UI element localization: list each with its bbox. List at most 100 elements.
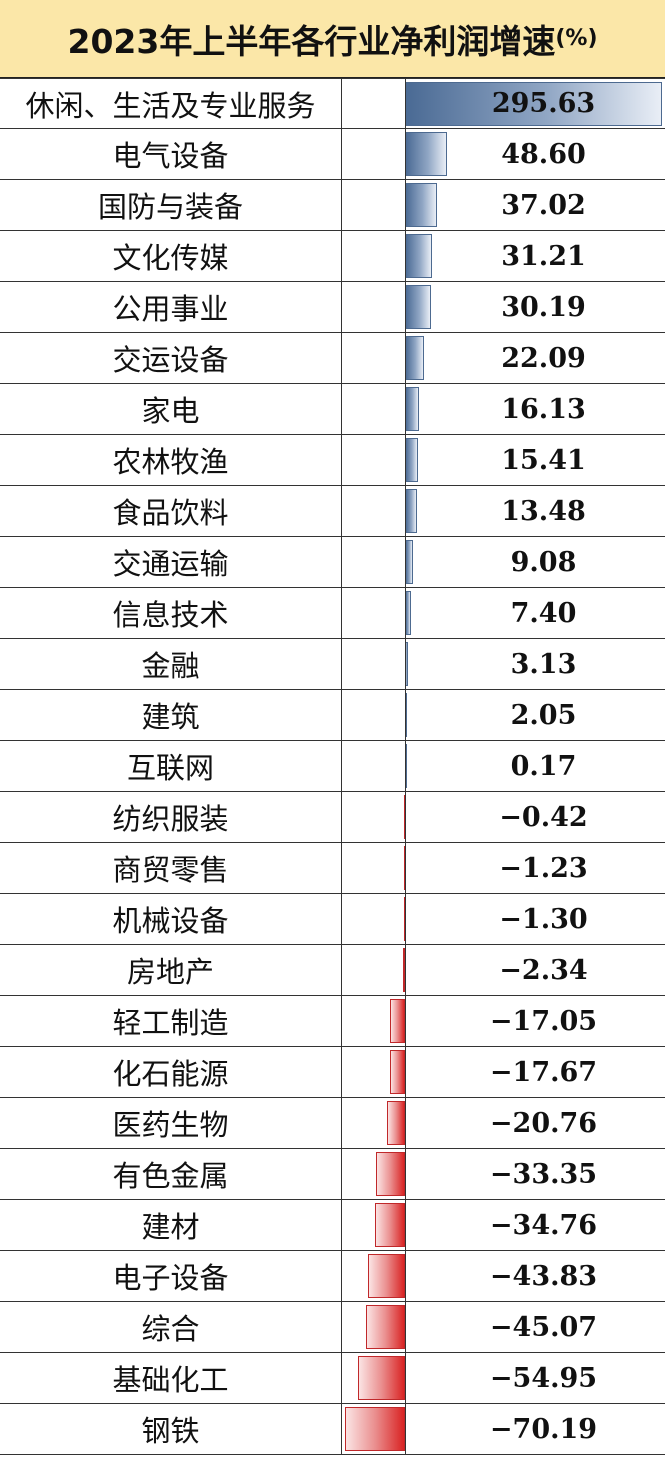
value-cell: 22.09	[342, 333, 665, 383]
data-label: 48.60	[501, 138, 586, 170]
data-label: 30.19	[501, 291, 586, 323]
table-row: 商贸零售 −1.23	[0, 843, 665, 894]
value-cell: −33.35	[342, 1149, 665, 1199]
value-cell: 7.40	[342, 588, 665, 638]
table-row: 有色金属 −33.35	[0, 1149, 665, 1200]
bar	[367, 1254, 405, 1298]
category-label: 基础化工	[0, 1353, 342, 1403]
value-cell: 13.48	[342, 486, 665, 536]
bar	[402, 948, 405, 992]
data-label: 22.09	[501, 342, 586, 374]
data-label: 9.08	[510, 546, 577, 578]
table-row: 食品饮料 13.48	[0, 486, 665, 537]
category-label: 电气设备	[0, 129, 342, 179]
table-row: 交通运输 9.08	[0, 537, 665, 588]
value-cell: −45.07	[342, 1302, 665, 1352]
category-label: 建筑	[0, 690, 342, 740]
table-row: 公用事业 30.19	[0, 282, 665, 333]
data-label: −1.23	[499, 852, 588, 884]
bar	[389, 1050, 405, 1094]
table-row: 家电 16.13	[0, 384, 665, 435]
value-cell: −2.34	[342, 945, 665, 995]
table-row: 电气设备 48.60	[0, 129, 665, 180]
category-label: 综合	[0, 1302, 342, 1352]
value-cell: −17.05	[342, 996, 665, 1046]
data-label: 31.21	[501, 240, 586, 272]
data-label: −33.35	[489, 1158, 598, 1190]
table-row: 纺织服装 −0.42	[0, 792, 665, 843]
value-cell: 37.02	[342, 180, 665, 230]
chart-title: 2023年上半年各行业净利润增速	[67, 21, 556, 61]
category-label: 纺织服装	[0, 792, 342, 842]
category-label: 机械设备	[0, 894, 342, 944]
table-row: 金融 3.13	[0, 639, 665, 690]
value-cell: −0.42	[342, 792, 665, 842]
data-label: 3.13	[510, 648, 577, 680]
category-label: 休闲、生活及专业服务	[0, 79, 342, 128]
table-row: 信息技术 7.40	[0, 588, 665, 639]
bar	[405, 82, 662, 126]
table-row: 建材 −34.76	[0, 1200, 665, 1251]
bar	[375, 1203, 405, 1247]
category-label: 信息技术	[0, 588, 342, 638]
data-label: −1.30	[499, 903, 588, 935]
data-label: 2.05	[510, 699, 577, 731]
category-label: 电子设备	[0, 1251, 342, 1301]
value-cell: −54.95	[342, 1353, 665, 1403]
value-cell: −34.76	[342, 1200, 665, 1250]
table-row: 农林牧渔 15.41	[0, 435, 665, 486]
table-row: 机械设备 −1.30	[0, 894, 665, 945]
table-row: 轻工制造 −17.05	[0, 996, 665, 1047]
value-cell: 295.63	[342, 79, 665, 128]
data-label: −17.67	[489, 1056, 598, 1088]
category-label: 文化传媒	[0, 231, 342, 281]
bar	[358, 1356, 405, 1400]
zero-axis-line	[405, 78, 406, 1455]
bar	[390, 999, 405, 1043]
table-row: 综合 −45.07	[0, 1302, 665, 1353]
data-label: −70.19	[489, 1413, 598, 1445]
table-row: 房地产 −2.34	[0, 945, 665, 996]
table-row: 医药生物 −20.76	[0, 1098, 665, 1149]
category-label: 食品饮料	[0, 486, 342, 536]
category-label: 互联网	[0, 741, 342, 791]
bar	[366, 1305, 405, 1349]
table-row: 互联网 0.17	[0, 741, 665, 792]
data-label: −43.83	[489, 1260, 598, 1292]
category-label: 国防与装备	[0, 180, 342, 230]
value-cell: 30.19	[342, 282, 665, 332]
value-cell: 48.60	[342, 129, 665, 179]
category-label: 化石能源	[0, 1047, 342, 1097]
value-cell: −17.67	[342, 1047, 665, 1097]
table-row: 化石能源 −17.67	[0, 1047, 665, 1098]
category-label: 钢铁	[0, 1404, 342, 1454]
bar	[387, 1101, 405, 1145]
data-label: −34.76	[489, 1209, 598, 1241]
data-label: 7.40	[510, 597, 577, 629]
table-row: 钢铁 −70.19	[0, 1404, 665, 1455]
category-label: 轻工制造	[0, 996, 342, 1046]
table-row: 文化传媒 31.21	[0, 231, 665, 282]
value-cell: −1.23	[342, 843, 665, 893]
category-label: 交通运输	[0, 537, 342, 587]
data-label: 16.13	[501, 393, 586, 425]
data-label: −20.76	[489, 1107, 598, 1139]
value-cell: −1.30	[342, 894, 665, 944]
value-cell: 0.17	[342, 741, 665, 791]
category-label: 医药生物	[0, 1098, 342, 1148]
data-label: −17.05	[489, 1005, 598, 1037]
category-label: 金融	[0, 639, 342, 689]
table-row: 休闲、生活及专业服务 295.63	[0, 78, 665, 129]
data-label: −0.42	[499, 801, 588, 833]
data-label: 295.63	[491, 88, 596, 119]
title-bar: 2023年上半年各行业净利润增速 (%)	[0, 0, 665, 78]
value-cell: 9.08	[342, 537, 665, 587]
chart-title-unit: (%)	[555, 26, 598, 51]
table-row: 基础化工 −54.95	[0, 1353, 665, 1404]
category-label: 房地产	[0, 945, 342, 995]
data-label: 13.48	[501, 495, 586, 527]
data-label: −2.34	[499, 954, 588, 986]
bar	[405, 132, 448, 176]
value-cell: 15.41	[342, 435, 665, 485]
